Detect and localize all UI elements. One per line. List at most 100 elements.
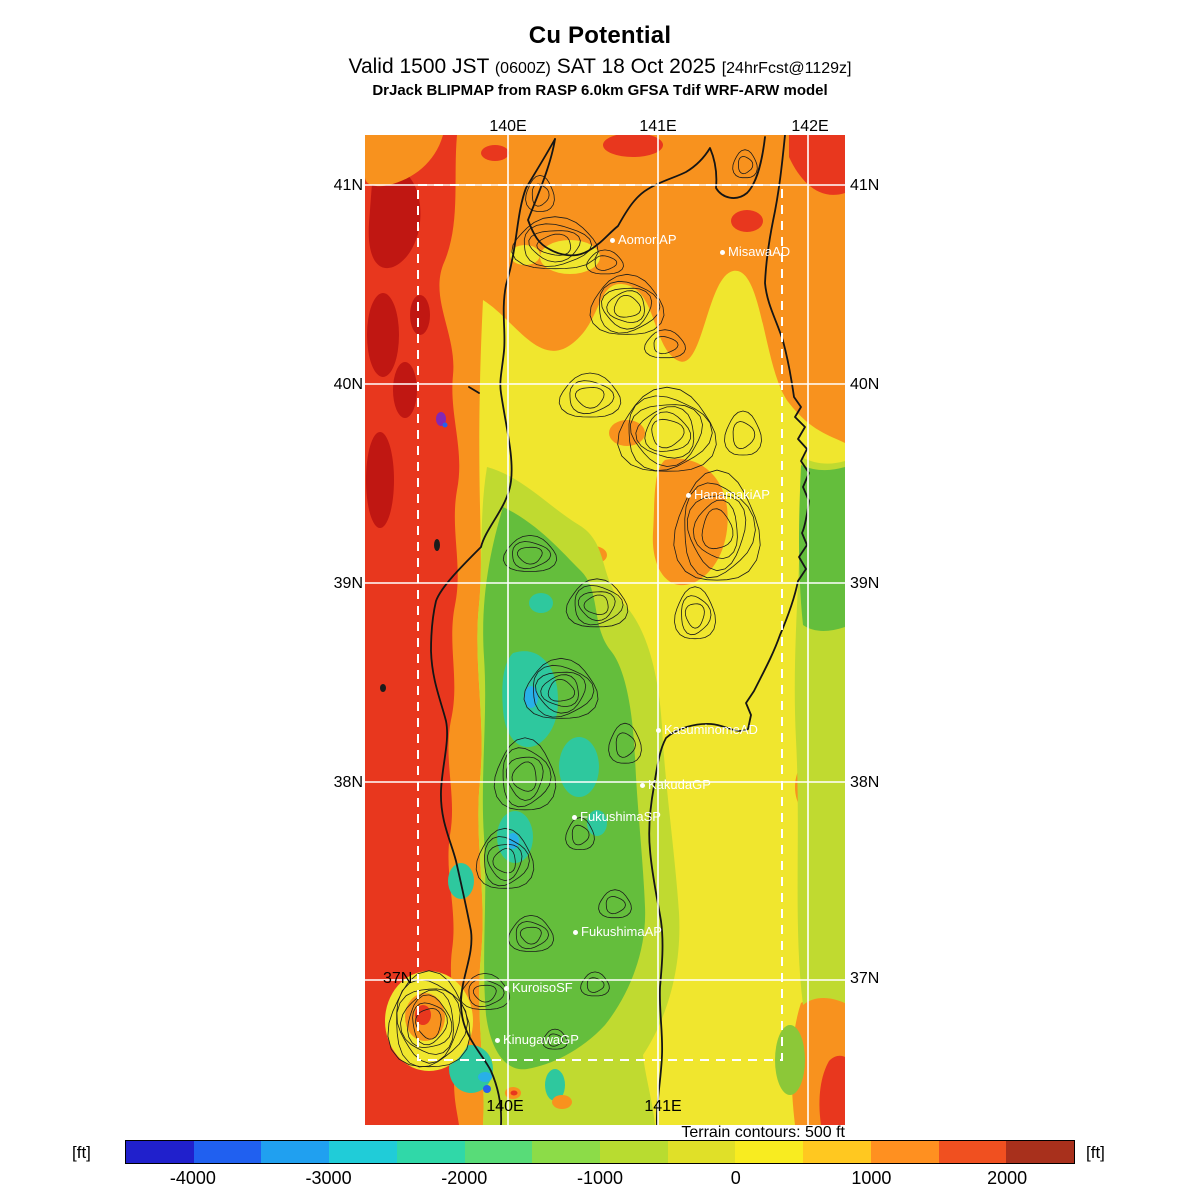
colorbar-segment — [667, 1141, 736, 1163]
terrain-contour-ring — [519, 926, 542, 945]
terrain-contour-ring — [531, 183, 550, 207]
valid-time-line: Valid 1500 JST (0600Z) SAT 18 Oct 2025 [… — [0, 55, 1200, 79]
axis-label: 39N — [333, 575, 363, 592]
terrain-contour-ring — [548, 1033, 564, 1047]
terrain-contour-ring — [535, 671, 587, 714]
terrain-contour-ring — [525, 174, 555, 212]
terrain-contour-ring — [613, 294, 642, 318]
terrain-contour-ring — [400, 989, 454, 1055]
coastline — [430, 135, 810, 1125]
terrain-contour-ring — [396, 979, 469, 1068]
terrain-contour-ring — [732, 149, 758, 179]
terrain-contour-ring — [615, 732, 636, 758]
axis-label: 41N — [850, 177, 880, 194]
axis-label: 38N — [850, 774, 880, 791]
terrain-contour-ring — [732, 421, 756, 450]
small-islands — [380, 539, 440, 692]
terrain-contour-ring — [629, 404, 703, 467]
colorbar-segment — [261, 1141, 330, 1163]
terrain-contour-ring — [412, 1002, 448, 1046]
field-dark-red-patches — [366, 165, 430, 528]
terrain-contour-ring — [505, 756, 544, 801]
axis-label: 142E — [791, 118, 829, 135]
terrain-contour-ring — [598, 280, 661, 334]
colorbar-segment — [126, 1141, 194, 1163]
station-label: KakudaGP — [648, 777, 711, 792]
terrain-contour-ring — [644, 329, 686, 359]
axis-label: 38N — [333, 774, 363, 791]
axis-label: 40N — [850, 376, 880, 393]
terrain-contour-ring — [686, 495, 747, 572]
colorbar-tick-label: 2000 — [987, 1168, 1028, 1188]
colorbar-unit-right: [ft] — [1086, 1143, 1105, 1162]
terrain-contour-ring — [512, 541, 552, 570]
colorbar-segment — [193, 1141, 262, 1163]
colorbar-tick-label: -1000 — [576, 1168, 624, 1188]
terrain-contour-ring — [523, 657, 599, 719]
station-label: KinugawaGP — [503, 1032, 579, 1047]
terrain-contour-ring — [511, 216, 599, 270]
valid-date: SAT 18 Oct 2025 — [550, 55, 722, 78]
terrain-contour-ring — [605, 895, 626, 915]
axis-label: 141E — [644, 1098, 682, 1115]
valid-zulu: (0600Z) — [494, 60, 551, 77]
axis-label: 37N — [850, 970, 880, 987]
terrain-contour-ring — [558, 372, 622, 418]
terrain-contour-ring — [540, 674, 579, 708]
colorbar-unit-left: [ft] — [72, 1143, 91, 1162]
station-marker — [494, 1037, 500, 1043]
colorbar-segment — [532, 1141, 601, 1163]
terrain-contour-ring — [583, 594, 609, 616]
terrain-contour-ring — [532, 664, 595, 718]
terrain-contour-ring — [547, 678, 576, 702]
terrain-contour-ring — [493, 737, 557, 811]
colorbar-tick-label: -2000 — [441, 1168, 488, 1188]
station-marker — [503, 985, 509, 991]
field-east-stripe-green — [799, 465, 845, 631]
colorbar-segment — [464, 1141, 533, 1163]
model-domain-box — [417, 184, 783, 1061]
field-blue-spot — [483, 1085, 491, 1093]
terrain-contour-ring — [673, 469, 761, 581]
terrain-contour-ring — [492, 847, 516, 874]
colorbar-segment — [329, 1141, 397, 1163]
terrain-contours-note: Terrain contours: 500 ft — [681, 1124, 845, 1141]
colorbar-tick-label: 0 — [730, 1168, 741, 1188]
terrain-contour-ring — [523, 223, 593, 267]
axis-label: 41N — [333, 177, 363, 194]
latlon-grid — [365, 135, 845, 1125]
terrain-contour-ring — [606, 290, 645, 324]
field-red-corner-bottom — [819, 1055, 845, 1125]
terrain-contour-ring — [644, 411, 691, 452]
valid-prefix: Valid 1500 JST — [348, 55, 495, 78]
terrain-contour-ring — [601, 287, 653, 330]
station-label: HanamakiAP — [694, 487, 770, 502]
colorbar-tick-label: -3000 — [305, 1168, 352, 1188]
terrain-contour-ring — [511, 761, 537, 792]
forecast-map — [365, 135, 845, 1125]
axis-label: 140E — [486, 1098, 524, 1115]
terrain-contour-ring — [589, 273, 665, 335]
coastline-mutsu-bay — [527, 136, 766, 257]
colorbar-segment — [938, 1141, 1007, 1163]
terrain-contour-ring — [701, 508, 734, 550]
colorbar-segment — [803, 1141, 871, 1163]
terrain-contour-ring — [586, 249, 624, 275]
terrain-contour-ring — [387, 970, 471, 1068]
coastline-east — [648, 135, 810, 1125]
colorbar-segment — [396, 1141, 465, 1163]
terrain-contour-ring — [484, 836, 530, 887]
terrain-contour-ring — [692, 499, 738, 560]
terrain-contour-ring — [565, 578, 629, 628]
terrain-contour-ring — [507, 914, 555, 952]
field-corner-orange — [365, 135, 443, 187]
axis-label: 40N — [333, 376, 363, 393]
station-marker — [572, 929, 578, 935]
terrain-contour-ring — [598, 889, 632, 919]
terrain-contour-ring — [635, 406, 695, 459]
station-marker — [685, 492, 691, 498]
station-marker — [719, 249, 725, 255]
colorbar-tick-label: 1000 — [851, 1168, 892, 1188]
axis-label: 141E — [639, 118, 677, 135]
